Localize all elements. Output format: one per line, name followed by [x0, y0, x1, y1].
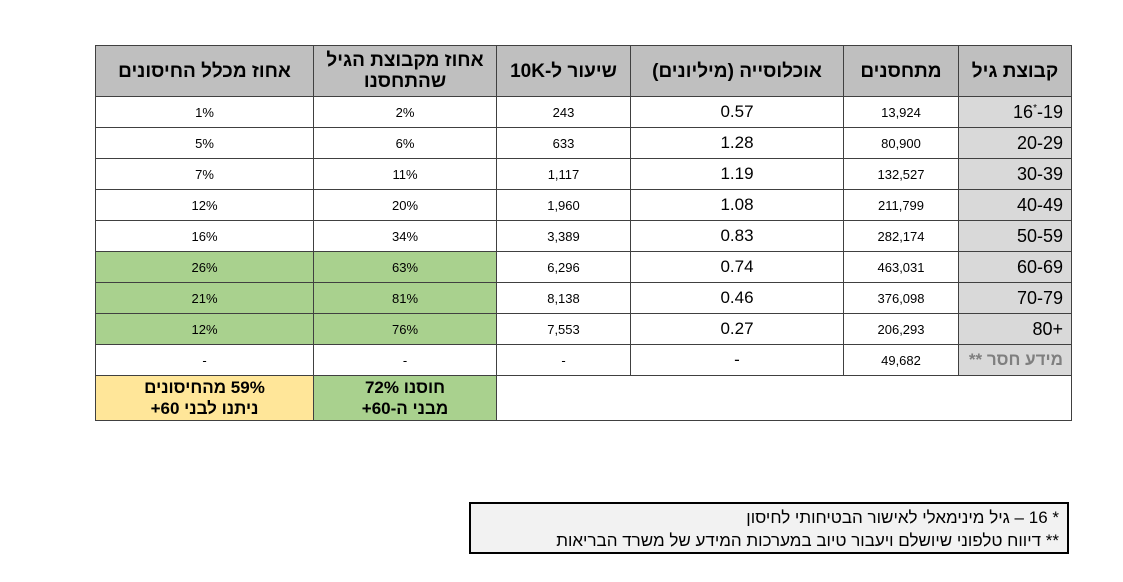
cell-population: 1.08 — [630, 189, 844, 221]
summary-line: 59% מהחיסונים — [144, 378, 265, 397]
cell-vaccinated: 376,098 — [843, 282, 959, 314]
cell-rate: 1,960 — [496, 189, 631, 221]
cell-age: 20-29 — [958, 127, 1072, 159]
cell-rate: 633 — [496, 127, 631, 159]
summary-empty-cell — [496, 375, 1072, 421]
cell-population: 0.83 — [630, 220, 844, 252]
table-row: מידע חסר ** 49,682- - - - — [95, 344, 1072, 376]
footnotes-box: * 16 – גיל מינימאלי לאישור הבטיחותי לחיס… — [469, 502, 1069, 554]
cell-pct-total: 1% — [95, 96, 314, 128]
cell-rate: 7,553 — [496, 313, 631, 345]
cell-pct-group: 76% — [313, 313, 497, 345]
cell-population: 0.74 — [630, 251, 844, 283]
age-label: 30-39 — [1016, 163, 1063, 184]
cell-pct-total: - — [95, 344, 314, 376]
cell-population: - — [630, 344, 844, 376]
age-label-part: -19 — [1036, 101, 1063, 122]
cell-age: 40-49 — [958, 189, 1072, 221]
table-row: 16*-19 13,924 0.57 243 2% 1% — [95, 96, 1072, 128]
footnote: * 16 – גיל מינימאלי לאישור הבטיחותי לחיס… — [746, 508, 1059, 527]
cell-population: 0.46 — [630, 282, 844, 314]
age-label: 40-49 — [1016, 194, 1063, 215]
age-label-part: * — [1033, 102, 1037, 114]
cell-vaccinated: 206,293 — [843, 313, 959, 345]
cell-population: 0.57 — [630, 96, 844, 128]
cell-rate: 8,138 — [496, 282, 631, 314]
header-pct-group: אחוז מקבוצת הגיל שהתחסנו — [313, 45, 497, 97]
age-label: 50-59 — [1016, 225, 1063, 246]
table-row: 70-79 376,098 0.46 8,138 81% 21% — [95, 282, 1072, 314]
summary-pct-total: 59% מהחיסונים ניתנו לבני 60+ — [95, 375, 314, 421]
cell-age: מידע חסר ** — [958, 344, 1072, 376]
cell-age: 50-59 — [958, 220, 1072, 252]
cell-population: 1.28 — [630, 127, 844, 159]
cell-vaccinated: 49,682 — [843, 344, 959, 376]
cell-pct-total: 26% — [95, 251, 314, 283]
cell-pct-group: 2% — [313, 96, 497, 128]
cell-age: 80+ — [958, 313, 1072, 345]
cell-vaccinated: 211,799 — [843, 189, 959, 221]
cell-pct-group: - — [313, 344, 497, 376]
age-label: 70-79 — [1016, 287, 1063, 308]
cell-rate: 1,117 — [496, 158, 631, 190]
cell-vaccinated: 132,527 — [843, 158, 959, 190]
cell-population: 0.27 — [630, 313, 844, 345]
cell-age: 60-69 — [958, 251, 1072, 283]
cell-pct-group: 63% — [313, 251, 497, 283]
cell-pct-total: 21% — [95, 282, 314, 314]
cell-rate: 6,296 — [496, 251, 631, 283]
vaccination-table: קבוצת גיל מתחסנים אוכלוסייה (מיליונים) ש… — [95, 45, 1072, 421]
cell-rate: 243 — [496, 96, 631, 128]
header-rate: שיעור ל-10K — [496, 45, 631, 97]
cell-pct-total: 16% — [95, 220, 314, 252]
summary-line: חוסנו 72% — [364, 378, 446, 397]
age-label-part: 16 — [1013, 101, 1034, 122]
header-age-group: קבוצת גיל — [958, 45, 1072, 97]
table-row: 20-29 80,900 1.28 633 6% 5% — [95, 127, 1072, 159]
cell-pct-group: 11% — [313, 158, 497, 190]
cell-pct-total: 5% — [95, 127, 314, 159]
header-row: קבוצת גיל מתחסנים אוכלוסייה (מיליונים) ש… — [95, 45, 1072, 97]
summary-line: מבני ה-60+ — [361, 399, 449, 418]
footnote: ** דיווח טלפוני שיושלם ויעבור טיוב במערכ… — [556, 531, 1059, 550]
cell-vaccinated: 13,924 — [843, 96, 959, 128]
summary-pct-group: חוסנו 72% מבני ה-60+ — [313, 375, 497, 421]
header-pct-total: אחוז מכלל החיסונים — [95, 45, 314, 97]
table-row: 60-69 463,031 0.74 6,296 63% 26% — [95, 251, 1072, 283]
table-row: 30-39 132,527 1.19 1,117 11% 7% — [95, 158, 1072, 190]
cell-vaccinated: 463,031 — [843, 251, 959, 283]
cell-pct-group: 81% — [313, 282, 497, 314]
summary-line: ניתנו לבני 60+ — [150, 399, 259, 418]
cell-age: 70-79 — [958, 282, 1072, 314]
cell-age: 30-39 — [958, 158, 1072, 190]
cell-age: 16*-19 — [958, 96, 1072, 128]
age-label: 20-29 — [1016, 132, 1063, 153]
cell-rate: - — [496, 344, 631, 376]
summary-row: חוסנו 72% מבני ה-60+ 59% מהחיסונים ניתנו ל… — [95, 375, 1072, 421]
header-vaccinated: מתחסנים — [843, 45, 959, 97]
cell-pct-group: 34% — [313, 220, 497, 252]
age-label: מידע חסר ** — [968, 350, 1063, 369]
table-row: 40-49 211,799 1.08 1,960 20% 12% — [95, 189, 1072, 221]
age-label: 80+ — [1032, 318, 1063, 339]
age-label: 16*-19 — [1013, 102, 1063, 122]
cell-pct-group: 6% — [313, 127, 497, 159]
cell-pct-group: 20% — [313, 189, 497, 221]
age-label: 60-69 — [1016, 256, 1063, 277]
cell-population: 1.19 — [630, 158, 844, 190]
cell-rate: 3,389 — [496, 220, 631, 252]
table-row: 80+ 206,293 0.27 7,553 76% 12% — [95, 313, 1072, 345]
cell-vaccinated: 282,174 — [843, 220, 959, 252]
header-population: אוכלוסייה (מיליונים) — [630, 45, 844, 97]
cell-vaccinated: 80,900 — [843, 127, 959, 159]
table-row: 50-59 282,174 0.83 3,389 34% 16% — [95, 220, 1072, 252]
cell-pct-total: 12% — [95, 189, 314, 221]
cell-pct-total: 12% — [95, 313, 314, 345]
cell-pct-total: 7% — [95, 158, 314, 190]
